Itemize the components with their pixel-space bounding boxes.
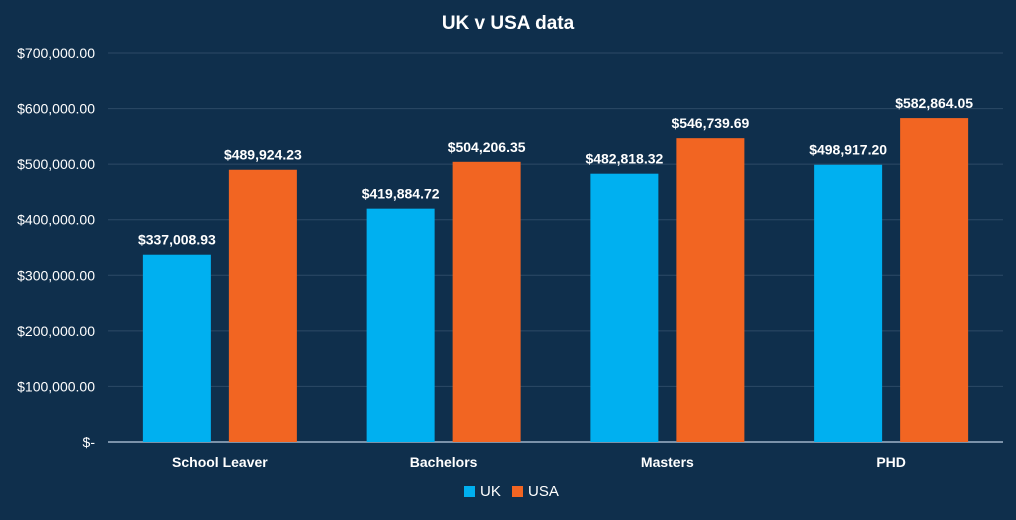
legend-label-usa: USA bbox=[528, 483, 559, 500]
data-label: $546,739.69 bbox=[671, 115, 749, 131]
legend-swatch-uk bbox=[464, 486, 475, 497]
legend-label-uk: UK bbox=[480, 483, 501, 500]
bar-uk-phd bbox=[814, 164, 883, 443]
chart-title: UK v USA data bbox=[442, 13, 575, 34]
y-tick-label: $700,000.00 bbox=[17, 45, 95, 61]
data-label: $489,924.23 bbox=[224, 147, 302, 163]
bars bbox=[142, 118, 969, 443]
y-tick-label: $400,000.00 bbox=[17, 212, 95, 228]
y-tick-label: $200,000.00 bbox=[17, 323, 95, 339]
data-label: $482,818.32 bbox=[585, 151, 663, 167]
x-tick-label: Bachelors bbox=[410, 454, 478, 470]
data-label: $419,884.72 bbox=[362, 186, 440, 202]
data-label: $504,206.35 bbox=[448, 139, 526, 155]
bar-usa-masters bbox=[676, 138, 745, 442]
bar-uk-bachelors bbox=[366, 208, 435, 442]
bar-usa-school-leaver bbox=[228, 169, 297, 442]
legend: UK USA bbox=[464, 483, 559, 500]
data-label: $337,008.93 bbox=[138, 232, 216, 248]
legend-swatch-usa bbox=[512, 486, 523, 497]
x-tick-label: School Leaver bbox=[172, 454, 268, 470]
y-tick-label: $- bbox=[83, 434, 96, 450]
x-tick-label: Masters bbox=[641, 454, 694, 470]
data-label: $498,917.20 bbox=[809, 142, 887, 158]
bar-uk-masters bbox=[590, 173, 659, 442]
y-tick-label: $600,000.00 bbox=[17, 101, 95, 117]
y-tick-label: $300,000.00 bbox=[17, 267, 95, 283]
x-axis: School Leaver Bachelors Masters PHD bbox=[172, 454, 906, 470]
data-labels: $337,008.93 $489,924.23 $419,884.72 $504,20… bbox=[138, 95, 973, 248]
bar-usa-bachelors bbox=[452, 161, 521, 442]
y-tick-label: $500,000.00 bbox=[17, 156, 95, 172]
y-tick-label: $100,000.00 bbox=[17, 378, 95, 394]
bar-uk-school-leaver bbox=[142, 254, 211, 442]
x-tick-label: PHD bbox=[876, 454, 906, 470]
y-axis: $- $100,000.00 $200,000.00 $300,000.00 $400,… bbox=[17, 45, 95, 450]
data-label: $582,864.05 bbox=[895, 95, 973, 111]
bar-usa-phd bbox=[900, 118, 969, 443]
